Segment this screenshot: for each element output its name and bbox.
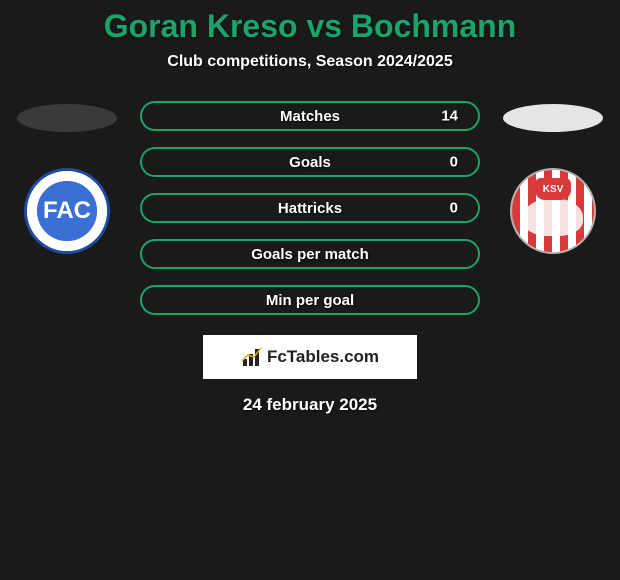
left-club-badge: FAC — [24, 168, 110, 254]
stats-column: Matches 14 Goals 0 Hattricks 0 Goals per… — [140, 101, 480, 315]
badge-eagle-icon — [523, 198, 583, 236]
stat-label: Goals per match — [251, 246, 369, 263]
stat-bar-hattricks: Hattricks 0 — [140, 193, 480, 223]
left-club-short: FAC — [43, 197, 91, 225]
stat-label: Matches — [280, 108, 340, 125]
comparison-card: Goran Kreso vs Bochmann Club competition… — [0, 0, 620, 415]
stat-value-right: 0 — [450, 200, 458, 217]
page-title: Goran Kreso vs Bochmann — [0, 8, 620, 45]
stat-bar-matches: Matches 14 — [140, 101, 480, 131]
date-text: 24 february 2025 — [0, 395, 620, 415]
main-row: FAC Matches 14 Goals 0 Hattricks 0 Goals… — [0, 101, 620, 315]
branding-text: FcTables.com — [267, 347, 379, 367]
stat-bar-goals: Goals 0 — [140, 147, 480, 177]
stat-bar-min-per-goal: Min per goal — [140, 285, 480, 315]
right-player-avatar-placeholder — [503, 104, 603, 132]
badge-inner: FAC — [37, 181, 97, 241]
left-player-col: FAC — [12, 101, 122, 254]
subtitle: Club competitions, Season 2024/2025 — [0, 53, 620, 71]
right-player-col: KSV — [498, 101, 608, 254]
right-club-badge: KSV — [510, 168, 596, 254]
left-player-avatar-placeholder — [17, 104, 117, 132]
stat-bar-goals-per-match: Goals per match — [140, 239, 480, 269]
stat-label: Hattricks — [278, 200, 342, 217]
fctables-branding[interactable]: FcTables.com — [203, 335, 417, 379]
stat-label: Min per goal — [266, 292, 354, 309]
right-club-short: KSV — [535, 178, 571, 200]
stat-value-right: 14 — [441, 108, 458, 125]
bar-chart-icon — [241, 346, 263, 368]
stat-label: Goals — [289, 154, 331, 171]
stat-value-right: 0 — [450, 154, 458, 171]
